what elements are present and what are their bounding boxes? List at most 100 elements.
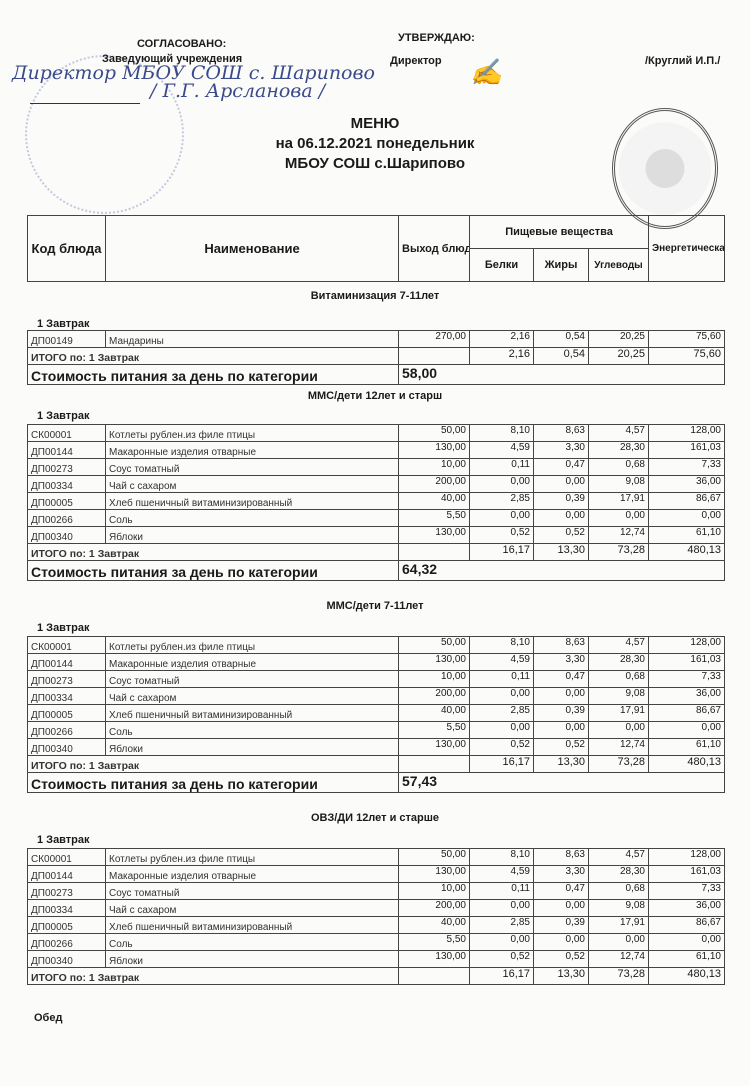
energy-cell: 86,67	[648, 704, 725, 722]
carbs-cell: 0,68	[588, 670, 649, 688]
dish-name-cell: Соль	[105, 721, 399, 739]
dish-yield-cell: 40,00	[398, 916, 470, 934]
dish-yield-cell: 130,00	[398, 653, 470, 671]
dish-code-cell: ДП00266	[27, 933, 106, 951]
total-value: 20,25	[588, 347, 649, 365]
fat-cell: 0,47	[533, 670, 589, 688]
fat-cell: 0,47	[533, 882, 589, 900]
energy-cell: 128,00	[648, 636, 725, 654]
dish-yield-cell: 200,00	[398, 475, 470, 493]
total-value: 480,13	[648, 755, 725, 773]
protein-cell: 2,16	[469, 330, 534, 348]
dish-yield-cell: 50,00	[398, 636, 470, 654]
dish-name-cell: Яблоки	[105, 526, 399, 544]
meal-label: 1 Завтрак	[37, 410, 90, 422]
dish-code-cell: ДП00340	[27, 950, 106, 968]
fat-cell: 0,00	[533, 687, 589, 705]
agreed-position: Заведующий учреждения	[102, 53, 243, 65]
table-row: ДП00273 Соус томатный 10,00 0,11 0,47 0,68 7,3…	[27, 882, 725, 900]
section-title: ММС/дети 7-11лет	[326, 600, 424, 612]
protein-cell: 2,85	[469, 704, 534, 722]
dish-name-cell: Макаронные изделия отварные	[105, 653, 399, 671]
fat-cell: 0,00	[533, 933, 589, 951]
carbs-cell: 17,91	[588, 492, 649, 510]
energy-cell: 7,33	[648, 882, 725, 900]
energy-cell: 7,33	[648, 458, 725, 476]
dish-name-cell: Котлеты рублен.из филе птицы	[105, 636, 399, 654]
protein-cell: 0,00	[469, 475, 534, 493]
carbs-cell: 28,30	[588, 653, 649, 671]
total-row: ИТОГО по: 1 Завтрак 16,17 13,30 73,28 480,13	[27, 543, 725, 561]
total-value: 75,60	[648, 347, 725, 365]
dish-yield-cell: 5,50	[398, 721, 470, 739]
cost-label: Стоимость питания за день по категории	[27, 364, 399, 385]
dish-yield-cell: 50,00	[398, 848, 470, 866]
dish-code-cell: СК00001	[27, 636, 106, 654]
fat-cell: 8,63	[533, 636, 589, 654]
dish-name-cell: Соус томатный	[105, 882, 399, 900]
table-header: Код блюда Наименование Выход блюда (гр) …	[27, 215, 726, 282]
dish-name-cell: Соус томатный	[105, 458, 399, 476]
school-name: МБОУ СОШ с.Шарипово	[284, 155, 466, 172]
protein-cell: 8,10	[469, 636, 534, 654]
carbs-cell: 0,68	[588, 882, 649, 900]
table-row: ДП00005 Хлеб пшеничный витаминизированный…	[27, 704, 725, 722]
protein-cell: 0,11	[469, 670, 534, 688]
header-carbs: Углеводы	[587, 248, 650, 282]
protein-cell: 2,85	[469, 492, 534, 510]
carbs-cell: 28,30	[588, 865, 649, 883]
menu-date: на 06.12.2021 понедельник	[275, 135, 475, 152]
dish-yield-cell: 130,00	[398, 526, 470, 544]
protein-cell: 0,52	[469, 950, 534, 968]
menu-table: СК00001 Котлеты рублен.из филе птицы 50,00…	[27, 424, 725, 581]
agreed-handwritten-name: / Г.Г. Арсланова /	[150, 80, 326, 102]
fat-cell: 0,00	[533, 509, 589, 527]
dish-name-cell: Хлеб пшеничный витаминизированный	[105, 492, 399, 510]
table-row: ДП00340 Яблоки 130,00 0,52 0,52 12,74 61,10	[27, 738, 725, 756]
fat-cell: 0,00	[533, 721, 589, 739]
next-meal-label: Обед	[34, 1012, 63, 1024]
fat-cell: 0,39	[533, 492, 589, 510]
energy-cell: 36,00	[648, 899, 725, 917]
dish-name-cell: Хлеб пшеничный витаминизированный	[105, 916, 399, 934]
dish-name-cell: Яблоки	[105, 738, 399, 756]
carbs-cell: 4,57	[588, 636, 649, 654]
fat-cell: 0,39	[533, 704, 589, 722]
table-row: ДП00334 Чай с сахаром 200,00 0,00 0,00 9,08 36…	[27, 687, 725, 705]
dish-code-cell: ДП00340	[27, 738, 106, 756]
table-row: СК00001 Котлеты рублен.из филе птицы 50,00…	[27, 848, 725, 866]
fat-cell: 0,00	[533, 475, 589, 493]
carbs-cell: 0,00	[588, 509, 649, 527]
energy-cell: 0,00	[648, 933, 725, 951]
dish-code-cell: ДП00273	[27, 882, 106, 900]
energy-cell: 36,00	[648, 687, 725, 705]
carbs-cell: 0,00	[588, 933, 649, 951]
dish-yield-cell: 40,00	[398, 704, 470, 722]
meal-label: 1 Завтрак	[37, 318, 90, 330]
dish-yield-cell: 130,00	[398, 950, 470, 968]
dish-name-cell: Чай с сахаром	[105, 899, 399, 917]
total-value: 13,30	[533, 967, 589, 985]
table-row: СК00001 Котлеты рублен.из филе птицы 50,00…	[27, 636, 725, 654]
dish-yield-cell: 5,50	[398, 933, 470, 951]
table-row: ДП00266 Соль 5,50 0,00 0,00 0,00 0,00	[27, 933, 725, 951]
agreed-handwritten-signature: Директор МБОУ СОШ с. Шарипово	[12, 62, 375, 84]
protein-cell: 0,00	[469, 933, 534, 951]
dish-code-cell: ДП00144	[27, 441, 106, 459]
dish-yield-cell: 50,00	[398, 424, 470, 442]
table-row: ДП00266 Соль 5,50 0,00 0,00 0,00 0,00	[27, 721, 725, 739]
carbs-cell: 9,08	[588, 475, 649, 493]
total-value: 0,54	[533, 347, 589, 365]
cost-row: Стоимость питания за день по категории 64…	[27, 560, 725, 581]
table-row: ДП00273 Соус томатный 10,00 0,11 0,47 0,68 7,3…	[27, 670, 725, 688]
fat-cell: 0,52	[533, 738, 589, 756]
approve-label: УТВЕРЖДАЮ:	[398, 32, 475, 44]
table-row: ДП00144 Макаронные изделия отварные 130,00…	[27, 865, 725, 883]
dish-name-cell: Мандарины	[105, 330, 399, 348]
approve-position: Директор	[390, 55, 442, 67]
signature-line	[30, 103, 140, 104]
table-row: ДП00144 Макаронные изделия отварные 130,00…	[27, 653, 725, 671]
dish-code-cell: ДП00144	[27, 653, 106, 671]
dish-code-cell: ДП00266	[27, 509, 106, 527]
fat-cell: 8,63	[533, 424, 589, 442]
